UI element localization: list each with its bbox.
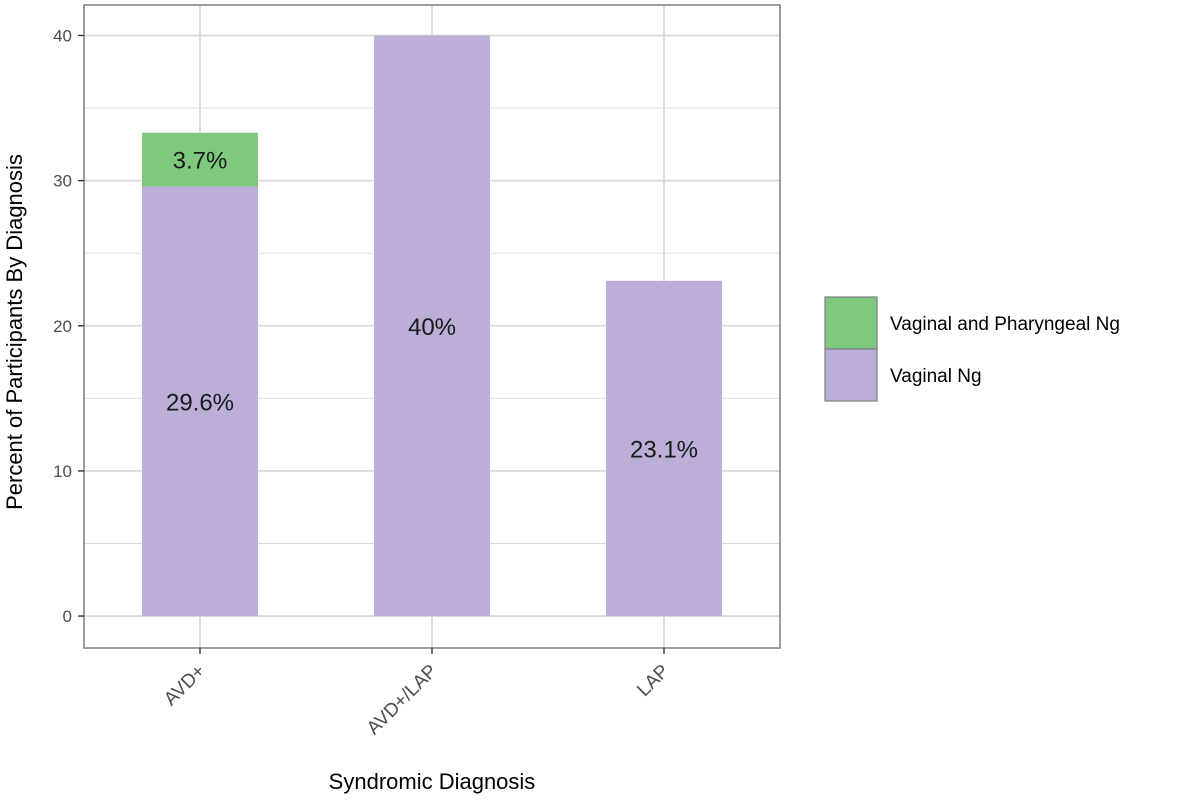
bar-segment — [142, 132, 258, 187]
y-tick-label: 0 — [63, 607, 72, 626]
x-tick-label: AVD+ — [160, 661, 209, 710]
legend-entry-label: Vaginal Ng — [890, 366, 982, 387]
bars — [142, 35, 722, 617]
y-axis-title: Percent of Participants By Diagnosis — [2, 154, 27, 510]
y-tick-label: 20 — [53, 317, 72, 336]
y-tick-label: 30 — [53, 172, 72, 191]
bar-segment — [374, 35, 490, 617]
bar-segment — [606, 280, 722, 617]
x-axis: AVD+ AVD+/LAP LAP — [160, 648, 674, 739]
legend-key — [824, 296, 878, 350]
y-axis: 0 10 20 30 40 — [53, 26, 84, 626]
legend-key — [824, 348, 878, 402]
x-axis-title: Syndromic Diagnosis — [329, 769, 536, 794]
legend-entry-label: Vaginal and Pharyngeal Ng — [890, 314, 1120, 335]
y-tick-label: 10 — [53, 462, 72, 481]
x-tick-label: AVD+/LAP — [363, 661, 441, 739]
bar-value-label: 29.6% — [166, 389, 234, 416]
legend: Vaginal and Pharyngeal Ng Vaginal Ng — [824, 296, 1120, 402]
bar-value-label: 3.7% — [173, 148, 228, 175]
bar-value-label: 23.1% — [630, 436, 698, 463]
bar-labels: 29.6% 40% 23.1% 3.7% — [166, 148, 698, 464]
bar-value-label: 40% — [408, 314, 456, 341]
y-tick-label: 40 — [53, 26, 72, 45]
bar-segment — [142, 186, 258, 617]
x-tick-label: LAP — [633, 661, 673, 701]
